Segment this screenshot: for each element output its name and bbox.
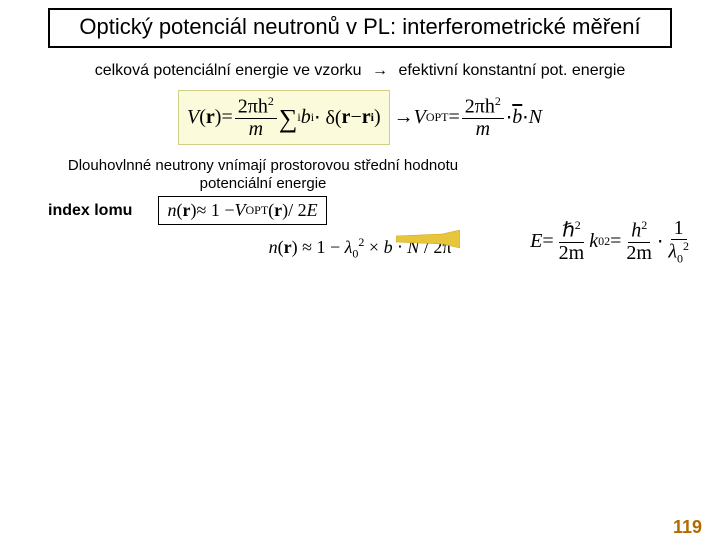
formula-index-box: n(r) ≈ 1 − VOPT (r) / 2E (158, 196, 326, 225)
subtitle-right: efektivní konstantní pot. energie (398, 62, 625, 79)
arrow-right-icon: → (366, 62, 394, 79)
description-text: Dlouhovlnné neutrony vnímají prostorovou… (48, 157, 478, 195)
formula-potential: V(r) = 2πh2 m ∑i bi ⋅ δ(r − ri) → VOPT =… (0, 90, 720, 145)
index-label: index lomu (48, 202, 132, 220)
subtitle-line: celková potenciální energie ve vzorku → … (0, 62, 720, 80)
page-title: Optický potenciál neutronů v PL: interfe… (58, 14, 662, 40)
fraction: 1 λ02 (665, 218, 692, 265)
formula-right: → VOPT = 2πh2 m ⋅ b ⋅ N (394, 95, 542, 140)
fraction: 2πh2 m (235, 95, 277, 140)
subtitle-left: celková potenciální energie ve vzorku (95, 62, 362, 79)
callout-arrow-icon (396, 230, 460, 248)
fraction: ℏ2 2m (556, 219, 588, 264)
formula-energy: E = ℏ2 2m k02 = h2 2m ⋅ 1 λ02 (530, 218, 694, 265)
fraction: h2 2m (623, 219, 655, 264)
formula-left-highlight: V(r) = 2πh2 m ∑i bi ⋅ δ(r − ri) (178, 90, 390, 145)
fraction: 2πh2 m (462, 95, 504, 140)
page-number: 119 (673, 517, 702, 538)
title-box: Optický potenciál neutronů v PL: interfe… (48, 8, 672, 48)
